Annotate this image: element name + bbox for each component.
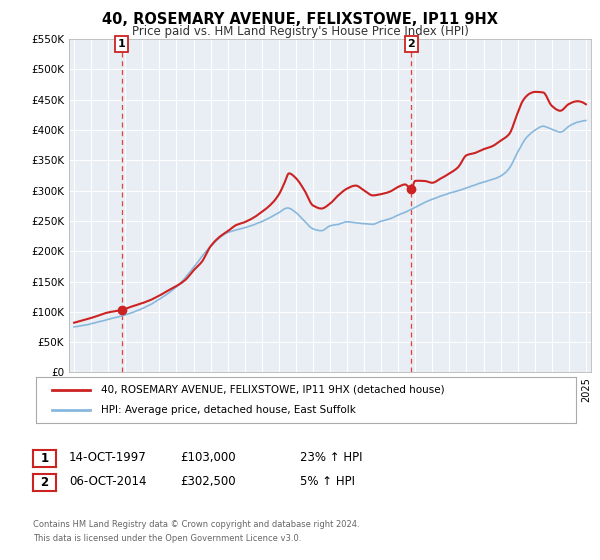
Text: 40, ROSEMARY AVENUE, FELIXSTOWE, IP11 9HX (detached house): 40, ROSEMARY AVENUE, FELIXSTOWE, IP11 9H…: [101, 385, 445, 395]
Text: HPI: Average price, detached house, East Suffolk: HPI: Average price, detached house, East…: [101, 405, 356, 415]
Text: £103,000: £103,000: [180, 451, 236, 464]
Text: 2: 2: [407, 39, 415, 49]
Text: 23% ↑ HPI: 23% ↑ HPI: [300, 451, 362, 464]
Text: This data is licensed under the Open Government Licence v3.0.: This data is licensed under the Open Gov…: [33, 534, 301, 543]
Text: 06-OCT-2014: 06-OCT-2014: [69, 475, 146, 488]
Text: 2: 2: [40, 476, 49, 489]
Text: £302,500: £302,500: [180, 475, 236, 488]
Text: 14-OCT-1997: 14-OCT-1997: [69, 451, 147, 464]
Text: Price paid vs. HM Land Registry's House Price Index (HPI): Price paid vs. HM Land Registry's House …: [131, 25, 469, 38]
Text: 1: 1: [118, 39, 125, 49]
Text: Contains HM Land Registry data © Crown copyright and database right 2024.: Contains HM Land Registry data © Crown c…: [33, 520, 359, 529]
Text: 40, ROSEMARY AVENUE, FELIXSTOWE, IP11 9HX: 40, ROSEMARY AVENUE, FELIXSTOWE, IP11 9H…: [102, 12, 498, 27]
Text: 5% ↑ HPI: 5% ↑ HPI: [300, 475, 355, 488]
Text: 1: 1: [40, 452, 49, 465]
